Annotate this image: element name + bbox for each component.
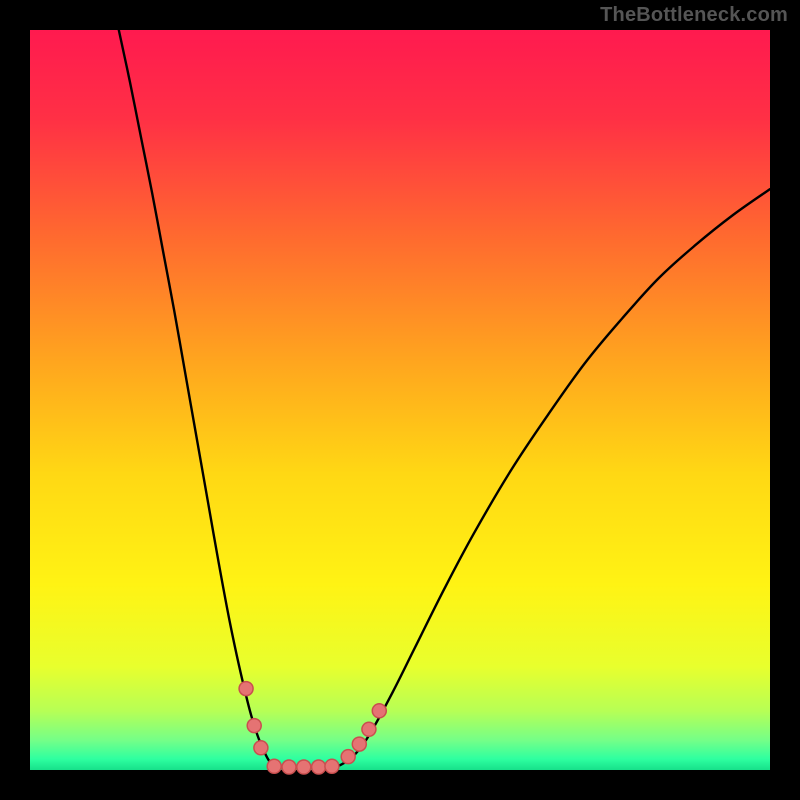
data-marker: [352, 737, 366, 751]
chart-stage: TheBottleneck.com: [0, 0, 800, 800]
data-marker: [312, 760, 326, 774]
data-marker: [297, 760, 311, 774]
data-marker: [247, 719, 261, 733]
data-marker: [362, 722, 376, 736]
data-marker: [254, 741, 268, 755]
data-marker: [325, 759, 339, 773]
watermark-text: TheBottleneck.com: [600, 4, 788, 27]
data-marker: [372, 704, 386, 718]
data-marker: [282, 760, 296, 774]
data-marker: [267, 759, 281, 773]
bottleneck-chart: [0, 0, 800, 800]
data-marker: [239, 682, 253, 696]
data-marker: [341, 750, 355, 764]
